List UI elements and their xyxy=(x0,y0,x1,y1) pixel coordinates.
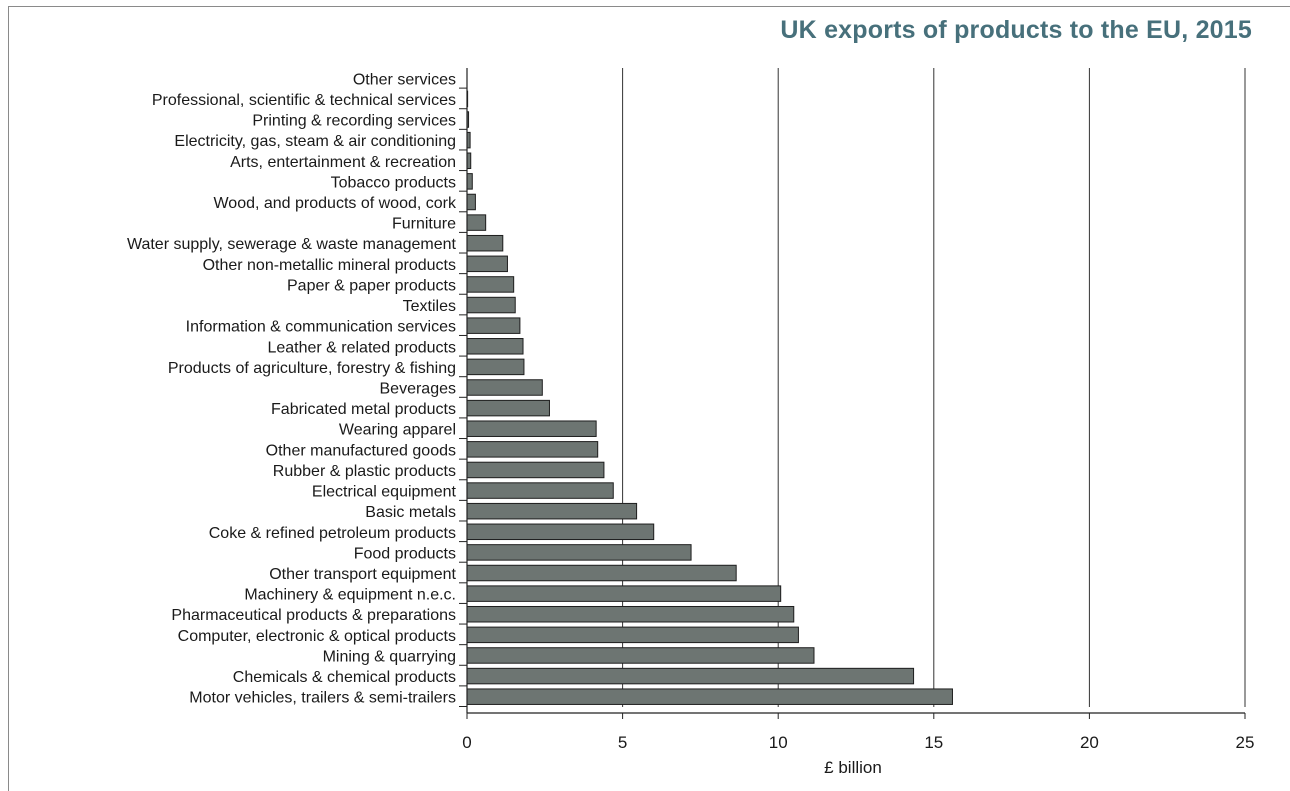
bar-19 xyxy=(466,461,605,479)
category-label: Wood, and products of wood, cork xyxy=(213,195,457,212)
category-label: Other transport equipment xyxy=(269,566,456,583)
category-label: Professional, scientific & technical ser… xyxy=(152,92,456,109)
bar-26 xyxy=(466,605,795,623)
bar-18 xyxy=(466,441,599,458)
category-label: Textiles xyxy=(403,298,456,315)
bar-9 xyxy=(466,255,508,273)
bar-6 xyxy=(466,193,476,211)
bar-15 xyxy=(466,379,543,396)
category-label: Products of agriculture, forestry & fish… xyxy=(168,360,456,377)
bar-5 xyxy=(466,173,473,190)
category-label: Food products xyxy=(354,545,456,562)
category-label: Information & communication services xyxy=(186,319,456,336)
category-label: Other services xyxy=(353,71,456,88)
category-label: Tobacco products xyxy=(331,174,456,191)
category-label: Wearing apparel xyxy=(339,422,456,439)
bar-8 xyxy=(466,234,504,252)
category-label: Machinery & equipment n.e.c. xyxy=(244,587,456,604)
bar-30 xyxy=(466,688,953,705)
bars xyxy=(466,90,953,705)
x-tick-label: 0 xyxy=(462,733,471,752)
category-label: Electricity, gas, steam & air conditioni… xyxy=(174,133,456,150)
category-label: Chemicals & chemical products xyxy=(233,669,456,686)
category-label: Other non-metallic mineral products xyxy=(203,257,456,274)
bar-12 xyxy=(466,317,521,334)
category-label: Water supply, sewerage & waste managemen… xyxy=(127,236,457,253)
bar-7 xyxy=(466,214,487,231)
category-label: Basic metals xyxy=(365,504,456,521)
bar-25 xyxy=(466,585,782,602)
category-label: Motor vehicles, trailers & semi-trailers xyxy=(189,690,456,707)
category-label: Fabricated metal products xyxy=(271,401,456,418)
category-labels: Other services Professional, scientific &… xyxy=(127,71,457,706)
bar-16 xyxy=(466,399,550,417)
bar-27 xyxy=(466,626,799,644)
x-tick-label: 25 xyxy=(1236,733,1255,752)
category-label: Rubber & plastic products xyxy=(273,463,456,480)
bar-17 xyxy=(466,420,597,437)
x-tick-label: 20 xyxy=(1080,733,1099,752)
chart-frame xyxy=(8,6,1290,791)
bar-14 xyxy=(466,358,525,376)
x-tick-labels: 0 5 10 15 20 25 xyxy=(462,733,1254,752)
category-label: Arts, entertainment & recreation xyxy=(230,154,456,171)
bar-20 xyxy=(466,482,614,499)
category-label: Mining & quarrying xyxy=(323,648,456,665)
category-label: Paper & paper products xyxy=(287,277,456,294)
bar-23 xyxy=(466,544,692,561)
category-label: Coke & refined petroleum products xyxy=(209,525,456,542)
category-label: Beverages xyxy=(380,381,457,398)
category-label: Other manufactured goods xyxy=(266,442,456,459)
bar-21 xyxy=(466,502,638,520)
x-axis-label: £ billion xyxy=(824,758,882,777)
chart-title: UK exports of products to the EU, 2015 xyxy=(780,16,1252,44)
bar-28 xyxy=(466,647,815,664)
category-label: Pharmaceutical products & preparations xyxy=(171,607,456,624)
category-label: Printing & recording services xyxy=(252,113,456,130)
bar-22 xyxy=(466,523,655,541)
x-tick-label: 5 xyxy=(618,733,627,752)
category-label: Computer, electronic & optical products xyxy=(178,628,456,645)
bar-13 xyxy=(466,338,524,355)
bar-10 xyxy=(466,276,515,293)
category-label: Furniture xyxy=(392,216,456,233)
bar-29 xyxy=(466,667,915,685)
bar-11 xyxy=(466,296,516,314)
axes xyxy=(459,68,1246,719)
category-label: Leather & related products xyxy=(267,339,456,356)
category-label: Electrical equipment xyxy=(312,484,457,501)
x-tick-label: 10 xyxy=(769,733,788,752)
x-tick-label: 15 xyxy=(924,733,943,752)
bar-24 xyxy=(466,564,737,582)
